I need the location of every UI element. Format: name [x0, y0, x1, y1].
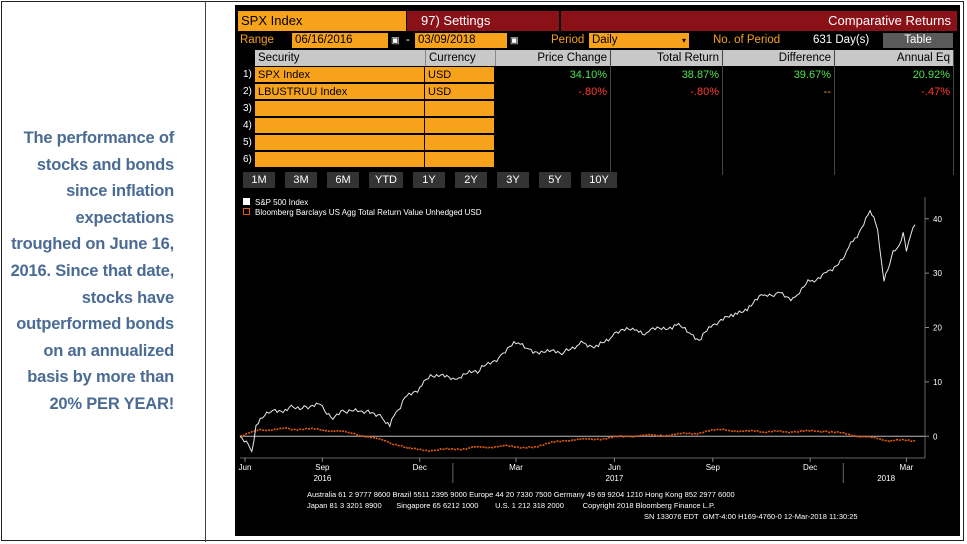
- x-tick-label: Sep: [315, 463, 330, 472]
- row-number: 6): [243, 154, 252, 165]
- bond-series-line: [239, 426, 916, 453]
- table-button[interactable]: Table: [883, 33, 953, 48]
- currency-input[interactable]: [425, 118, 495, 134]
- row-number: 1): [243, 69, 252, 80]
- col-header-currency[interactable]: Currency: [425, 50, 495, 66]
- ticker-field[interactable]: SPX Index: [238, 11, 406, 31]
- legend-swatch-bond: [243, 208, 250, 215]
- x-tick-label: Mar: [509, 463, 523, 472]
- range-button-3y[interactable]: 3Y: [497, 172, 529, 188]
- footer-contacts-line-1: Australia 61 2 9777 8600 Brazil 5511 239…: [307, 490, 735, 499]
- price-change-value: 34.10%: [569, 69, 607, 81]
- currency-input[interactable]: [425, 101, 495, 117]
- currency-input[interactable]: [425, 135, 495, 151]
- period-select[interactable]: Daily ▾: [589, 33, 689, 48]
- col-header-annual-eq[interactable]: Annual Eq: [834, 50, 953, 66]
- security-input[interactable]: SPX Index: [255, 67, 425, 83]
- num-period-value: 631 Day(s): [813, 34, 870, 46]
- chevron-down-icon: ▾: [681, 36, 686, 45]
- x-tick-label: Jun: [608, 463, 621, 472]
- range-dash: -: [406, 34, 410, 46]
- footer-contacts-line-2: Japan 81 3 3201 8900 Singapore 65 6212 1…: [307, 501, 716, 510]
- security-input[interactable]: LBUSTRUU Index: [255, 84, 425, 100]
- col-header-price-change[interactable]: Price Change: [495, 50, 610, 66]
- comparative-returns-chart: S&P 500 Index Bloomberg Barclays US Agg …: [239, 197, 942, 483]
- col-header-security[interactable]: Security: [255, 50, 425, 66]
- bloomberg-terminal: SPX Index 97) Settings Comparative Retur…: [235, 5, 960, 536]
- row-number: 4): [243, 120, 252, 131]
- spx-series-line: [239, 209, 916, 453]
- col-header-total-return[interactable]: Total Return: [610, 50, 722, 66]
- total-return-value: -.80%: [690, 86, 719, 98]
- range-button-5y[interactable]: 5Y: [539, 172, 571, 188]
- x-year-label: 2016: [313, 474, 331, 483]
- col-header-difference[interactable]: Difference: [722, 50, 834, 66]
- y-tick-label: 40: [933, 215, 942, 224]
- range-button-ytd[interactable]: YTD: [369, 172, 403, 188]
- x-tick-label: Dec: [803, 463, 817, 472]
- x-year-label: 2018: [877, 474, 895, 483]
- security-input[interactable]: [255, 118, 425, 134]
- annual-eq-value: -.47%: [921, 86, 950, 98]
- footer-session-info: SN 133076 EDT GMT-4:00 H169-4760-0 12-Ma…: [644, 512, 858, 521]
- column-divider: [834, 50, 835, 175]
- start-date-input[interactable]: 06/16/2016: [292, 33, 388, 48]
- settings-button[interactable]: 97) Settings: [407, 11, 559, 31]
- y-tick-label: 20: [933, 324, 942, 333]
- slide-divider: [205, 1, 206, 542]
- security-input[interactable]: [255, 152, 425, 168]
- range-button-1m[interactable]: 1M: [243, 172, 275, 188]
- x-tick-label: Mar: [900, 463, 914, 472]
- range-button-1y[interactable]: 1Y: [413, 172, 445, 188]
- x-tick-label: Dec: [413, 463, 427, 472]
- annual-eq-value: 20.92%: [912, 69, 950, 81]
- legend-swatch-spx: [243, 198, 250, 205]
- legend-label-spx: S&P 500 Index: [255, 198, 308, 207]
- num-period-label: No. of Period: [713, 34, 781, 46]
- column-divider: [722, 50, 723, 175]
- currency-input[interactable]: [425, 152, 495, 168]
- slide-caption: The performance of stocks and bonds sinc…: [10, 129, 175, 413]
- x-tick-label: Jun: [239, 463, 252, 472]
- x-tick-label: Sep: [706, 463, 721, 472]
- difference-value: --: [823, 86, 831, 98]
- legend-label-bond: Bloomberg Barclays US Agg Total Return V…: [255, 208, 482, 217]
- total-return-value: 38.87%: [681, 69, 719, 81]
- range-button-10y[interactable]: 10Y: [581, 172, 617, 188]
- y-tick-label: 10: [933, 378, 942, 387]
- calendar-icon[interactable]: ▣: [510, 35, 519, 45]
- function-title: Comparative Returns: [561, 11, 957, 31]
- currency-input[interactable]: USD: [425, 84, 495, 100]
- x-year-label: 2017: [606, 474, 624, 483]
- end-date-input[interactable]: 03/09/2018: [415, 33, 507, 48]
- period-label: Period: [551, 34, 585, 46]
- calendar-icon[interactable]: ▣: [391, 35, 400, 45]
- column-divider: [953, 50, 954, 175]
- period-value: Daily: [592, 34, 618, 46]
- y-tick-label: 0: [933, 432, 938, 441]
- range-label: Range: [240, 34, 274, 46]
- range-button-6m[interactable]: 6M: [327, 172, 359, 188]
- difference-value: 39.67%: [793, 69, 831, 81]
- row-number: 5): [243, 137, 252, 148]
- range-button-2y[interactable]: 2Y: [455, 172, 487, 188]
- currency-input[interactable]: USD: [425, 67, 495, 83]
- price-change-value: -.80%: [578, 86, 607, 98]
- security-input[interactable]: [255, 135, 425, 151]
- y-tick-label: 30: [933, 269, 942, 278]
- row-number: 2): [243, 86, 252, 97]
- column-divider: [610, 50, 611, 175]
- range-button-3m[interactable]: 3M: [285, 172, 317, 188]
- security-input[interactable]: [255, 101, 425, 117]
- row-number: 3): [243, 103, 252, 114]
